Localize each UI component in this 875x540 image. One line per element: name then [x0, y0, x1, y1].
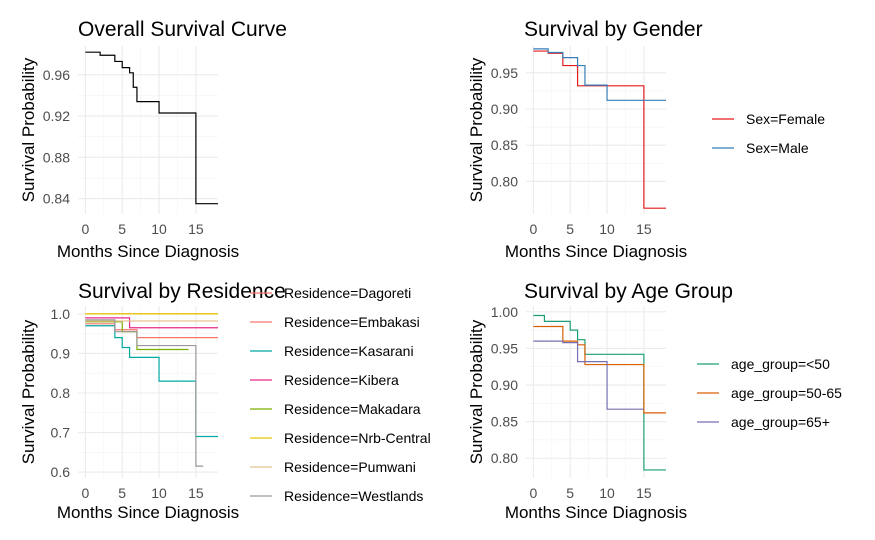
y-tick-label: 0.85 — [491, 414, 518, 430]
chart-title: Overall Survival Curve — [78, 18, 287, 41]
x-tick-label: 10 — [151, 221, 167, 237]
y-tick-label: 1.0 — [51, 306, 71, 322]
legend-label: age_group=50-65 — [731, 385, 842, 401]
legend-label: Residence=Kasarani — [284, 343, 414, 359]
survival-line-sex-female — [533, 50, 666, 209]
legend-label: Residence=Pumwani — [284, 459, 416, 475]
y-axis-label: Survival Probability — [19, 319, 38, 464]
x-tick-label: 15 — [636, 221, 652, 237]
survival-line-age-group-50-65 — [533, 325, 666, 414]
y-tick-label: 0.90 — [491, 101, 518, 117]
legend-label: Residence=Nrb-Central — [284, 430, 431, 446]
x-tick-label: 0 — [81, 221, 89, 237]
y-axis-label: Survival Probability — [19, 57, 38, 202]
x-axis-label: Months Since Diagnosis — [505, 503, 687, 522]
x-axis-label: Months Since Diagnosis — [57, 503, 239, 522]
x-axis-label: Months Since Diagnosis — [57, 242, 239, 261]
survival-line-age-group-65- — [533, 340, 644, 410]
y-tick-label: 0.80 — [491, 173, 518, 189]
x-tick-label: 10 — [599, 485, 615, 501]
legend-label: Residence=Dagoreti — [284, 285, 411, 301]
y-tick-label: 0.8 — [51, 385, 71, 401]
legend-label: Residence=Embakasi — [284, 314, 420, 330]
y-axis-label: Survival Probability — [467, 57, 486, 202]
survival-line-residence-kasarani — [85, 325, 218, 438]
chart-title: Survival by Age Group — [524, 280, 733, 303]
legend-label: age_group=65+ — [731, 414, 830, 430]
y-tick-label: 0.88 — [43, 149, 70, 165]
x-tick-label: 5 — [118, 221, 126, 237]
y-tick-label: 0.95 — [491, 65, 518, 81]
chart-panel-4: 0 5 10 15 0.80 0.85 0.90 0.95 1.00 Survival by Ag… — [467, 280, 842, 522]
x-tick-label: 5 — [566, 221, 574, 237]
survival-line-overall — [85, 51, 218, 205]
x-tick-label: 15 — [188, 221, 204, 237]
x-axis-label: Months Since Diagnosis — [505, 242, 687, 261]
survival-line-residence-westlands — [85, 319, 204, 467]
legend-label: Residence=Kibera — [284, 372, 399, 388]
chart-title: Survival by Residence — [78, 280, 286, 303]
x-tick-label: 0 — [81, 485, 89, 501]
y-tick-label: 0.96 — [43, 67, 70, 83]
survival-line-residence-kibera — [85, 317, 218, 329]
x-tick-label: 5 — [118, 485, 126, 501]
y-axis-label: Survival Probability — [467, 319, 486, 464]
legend-label: age_group=<50 — [731, 356, 830, 372]
survival-line-age-group-50 — [533, 314, 666, 471]
y-tick-label: 0.95 — [491, 340, 518, 356]
survival-line-sex-male — [533, 48, 666, 101]
x-tick-label: 15 — [188, 485, 204, 501]
chart-title: Survival by Gender — [524, 18, 703, 41]
survival-line-residence-embakasi — [85, 323, 218, 339]
y-tick-label: 0.7 — [51, 425, 71, 441]
y-tick-label: 0.84 — [43, 191, 70, 207]
y-tick-label: 0.90 — [491, 377, 518, 393]
y-tick-label: 0.6 — [51, 464, 71, 480]
chart-panel-2: 0 5 10 15 0.80 0.85 0.90 0.95 Survival by Gender… — [467, 18, 825, 261]
chart-panel-3: 0 5 10 15 0.6 0.7 0.8 0.9 1.0 Survival by Residen… — [19, 280, 431, 522]
y-tick-label: 0.80 — [491, 450, 518, 466]
chart-panel-1: 0 5 10 15 0.84 0.88 0.92 0.96 Overall Survival C… — [19, 18, 287, 261]
x-tick-label: 5 — [566, 485, 574, 501]
x-tick-label: 10 — [151, 485, 167, 501]
legend-label: Residence=Westlands — [284, 488, 423, 504]
legend-label: Sex=Female — [746, 111, 825, 127]
x-tick-label: 10 — [599, 221, 615, 237]
x-tick-label: 0 — [529, 221, 537, 237]
x-tick-label: 15 — [636, 485, 652, 501]
y-tick-label: 0.85 — [491, 137, 518, 153]
y-tick-label: 0.92 — [43, 108, 70, 124]
legend-label: Residence=Makadara — [284, 401, 421, 417]
x-tick-label: 0 — [529, 485, 537, 501]
y-tick-label: 0.9 — [51, 345, 71, 361]
legend-label: Sex=Male — [746, 140, 809, 156]
y-tick-label: 1.00 — [491, 304, 518, 320]
